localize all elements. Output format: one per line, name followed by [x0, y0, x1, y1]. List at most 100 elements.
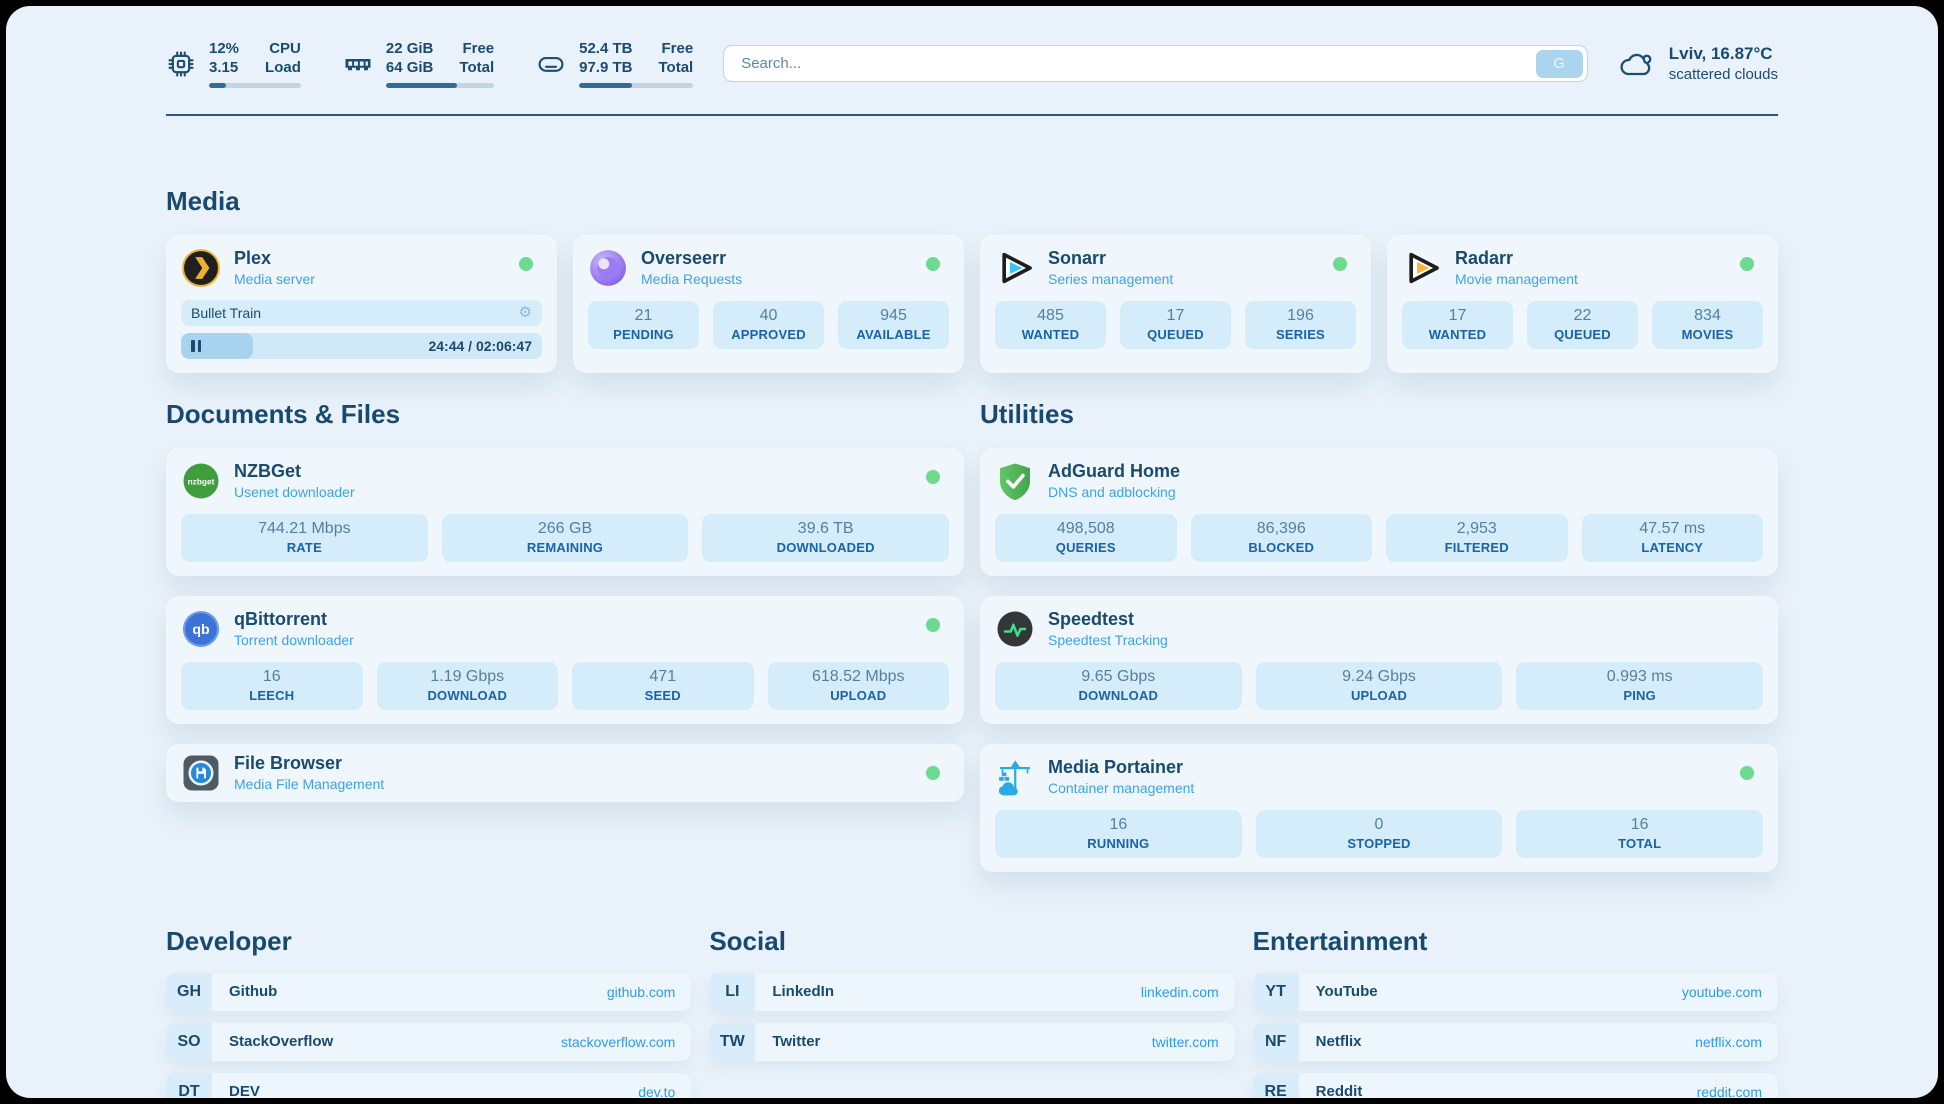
app-name: Overseerr [641, 248, 727, 268]
stat-value: 0 [1374, 815, 1384, 833]
link-abbr: TW [709, 1022, 756, 1061]
stat-box: 17 QUEUED [1120, 300, 1231, 349]
app-description: Media server [234, 271, 315, 287]
stat-box: 0 STOPPED [1255, 809, 1503, 858]
stat-value: 0.993 ms [1606, 667, 1673, 685]
stat-value: 485 [1037, 306, 1064, 324]
documents-column: Documents & Files nzbget NZBGet Usenet d… [166, 399, 964, 872]
search-input[interactable] [739, 54, 1536, 74]
section-title-utilities: Utilities [980, 398, 1074, 429]
stat-value: 744.21 Mbps [258, 519, 351, 537]
stat-label: WANTED [1021, 326, 1080, 342]
link-abbr: YT [1252, 972, 1299, 1011]
stat-label: RUNNING [1087, 835, 1150, 851]
stat-box: 16 LEECH [181, 661, 363, 710]
status-dot [1740, 765, 1754, 780]
stat-value: 17 [1448, 306, 1467, 324]
link-twitter[interactable]: TW Twitter twitter.com [709, 1022, 1235, 1061]
link-github[interactable]: GH Github github.com [166, 972, 692, 1011]
app-description: Torrent downloader [234, 632, 354, 648]
app-name: File Browser [234, 753, 343, 773]
stat-value: 1.19 Gbps [430, 667, 505, 685]
stat-box: 618.52 Mbps UPLOAD [767, 661, 949, 710]
storage-progress-fill [579, 82, 632, 88]
stat-label: WANTED [1428, 326, 1487, 342]
link-stackoverflow[interactable]: SO StackOverflow stackoverflow.com [166, 1022, 692, 1061]
stat-box: 485 WANTED [995, 300, 1106, 349]
link-abbr: DT [166, 1072, 212, 1098]
sonarr-card[interactable]: Sonarr Series management 485 WANTED 17 Q… [980, 234, 1371, 373]
link-reddit[interactable]: RE Reddit reddit.com [1252, 1072, 1778, 1098]
stat-label: PING [1623, 687, 1656, 703]
link-abbr: SO [166, 1022, 212, 1061]
pause-icon [191, 339, 201, 352]
stat-label: APPROVED [731, 326, 806, 342]
plex-card[interactable]: Plex Media server Bullet Train ⚙ 24:44 /… [166, 234, 557, 373]
memory-progress-bar [385, 82, 495, 88]
radarr-card[interactable]: Radarr Movie management 17 WANTED 22 QUE… [1387, 234, 1778, 373]
link-url: linkedin.com [1140, 983, 1219, 1000]
adguard-card[interactable]: AdGuard Home DNS and adblocking 498,508 … [980, 447, 1778, 576]
status-dot [926, 256, 940, 271]
playback-time: 24:44 / 02:06:47 [428, 337, 532, 354]
stat-value: 266 GB [537, 519, 593, 537]
stat-label: MOVIES [1681, 326, 1734, 342]
link-linkedin[interactable]: LI LinkedIn linkedin.com [709, 972, 1235, 1011]
status-dot [1333, 256, 1347, 271]
stat-value: 945 [880, 306, 907, 324]
cpu-load-label: Load [265, 58, 301, 76]
app-description: Usenet downloader [234, 484, 355, 500]
overseerr-icon [588, 248, 628, 288]
stat-value: 471 [649, 667, 677, 685]
cpu-label: CPU [269, 40, 301, 57]
app-name: AdGuard Home [1048, 461, 1181, 481]
link-name: Twitter [772, 1033, 821, 1050]
memory-free-label: Free [462, 40, 495, 57]
storage-icon [536, 49, 566, 79]
stat-box: 0.993 ms PING [1516, 661, 1764, 710]
stat-label: UPLOAD [1350, 687, 1408, 703]
portainer-card[interactable]: Media Portainer Container management 16 … [980, 743, 1778, 872]
stat-box: 9.65 Gbps DOWNLOAD [995, 661, 1242, 710]
stat-value: 16 [1109, 815, 1128, 833]
storage-total-label: Total [658, 58, 694, 76]
app-description: Speedtest Tracking [1048, 632, 1168, 648]
status-dot [926, 617, 940, 632]
now-playing-row: Bullet Train ⚙ [181, 299, 542, 326]
search-engine-button[interactable]: G [1535, 49, 1583, 78]
portainer-icon [995, 757, 1035, 797]
nzbget-card[interactable]: nzbget NZBGet Usenet downloader 744.21 M… [166, 447, 964, 576]
speedtest-card[interactable]: Speedtest Speedtest Tracking 9.65 Gbps D… [980, 595, 1778, 724]
storage-total-value: 97.9 TB [579, 58, 633, 76]
media-grid: Plex Media server Bullet Train ⚙ 24:44 /… [166, 234, 1778, 373]
link-youtube[interactable]: YT YouTube youtube.com [1252, 972, 1778, 1011]
link-url: dev.to [638, 1083, 676, 1099]
stat-box: 86,396 BLOCKED [1190, 513, 1372, 562]
stat-value: 39.6 TB [797, 519, 854, 537]
link-name: Reddit [1315, 1083, 1363, 1098]
speedtest-icon [995, 609, 1035, 649]
stat-box: 945 AVAILABLE [838, 300, 949, 349]
status-dot [926, 765, 940, 780]
link-abbr: RE [1252, 1072, 1299, 1098]
filebrowser-card[interactable]: File Browser Media File Management [166, 743, 964, 802]
memory-total-value: 64 GiB [385, 58, 434, 76]
link-abbr: LI [709, 972, 756, 1011]
link-url: twitter.com [1151, 1033, 1219, 1050]
stat-box: 47.57 ms LATENCY [1581, 513, 1763, 562]
stat-box: 744.21 Mbps RATE [181, 513, 428, 562]
app-description: Series management [1048, 271, 1174, 287]
stat-box: 2,953 FILTERED [1386, 513, 1568, 562]
link-name: StackOverflow [229, 1033, 334, 1050]
qbittorrent-card[interactable]: qb qBittorrent Torrent downloader 16 LEE… [166, 595, 964, 724]
section-title-documents: Documents & Files [166, 398, 401, 429]
link-dev[interactable]: DT DEV dev.to [166, 1072, 692, 1099]
stat-box: 22 QUEUED [1527, 300, 1638, 349]
stat-box: 16 RUNNING [995, 809, 1242, 858]
app-description: Media Requests [641, 271, 743, 287]
status-dot [519, 256, 533, 271]
overseerr-card[interactable]: Overseerr Media Requests 21 PENDING 40 A… [573, 234, 964, 373]
session-gear-icon[interactable]: ⚙ [518, 304, 532, 321]
link-netflix[interactable]: NF Netflix netflix.com [1252, 1022, 1778, 1061]
weather-condition: scattered clouds [1668, 66, 1778, 84]
